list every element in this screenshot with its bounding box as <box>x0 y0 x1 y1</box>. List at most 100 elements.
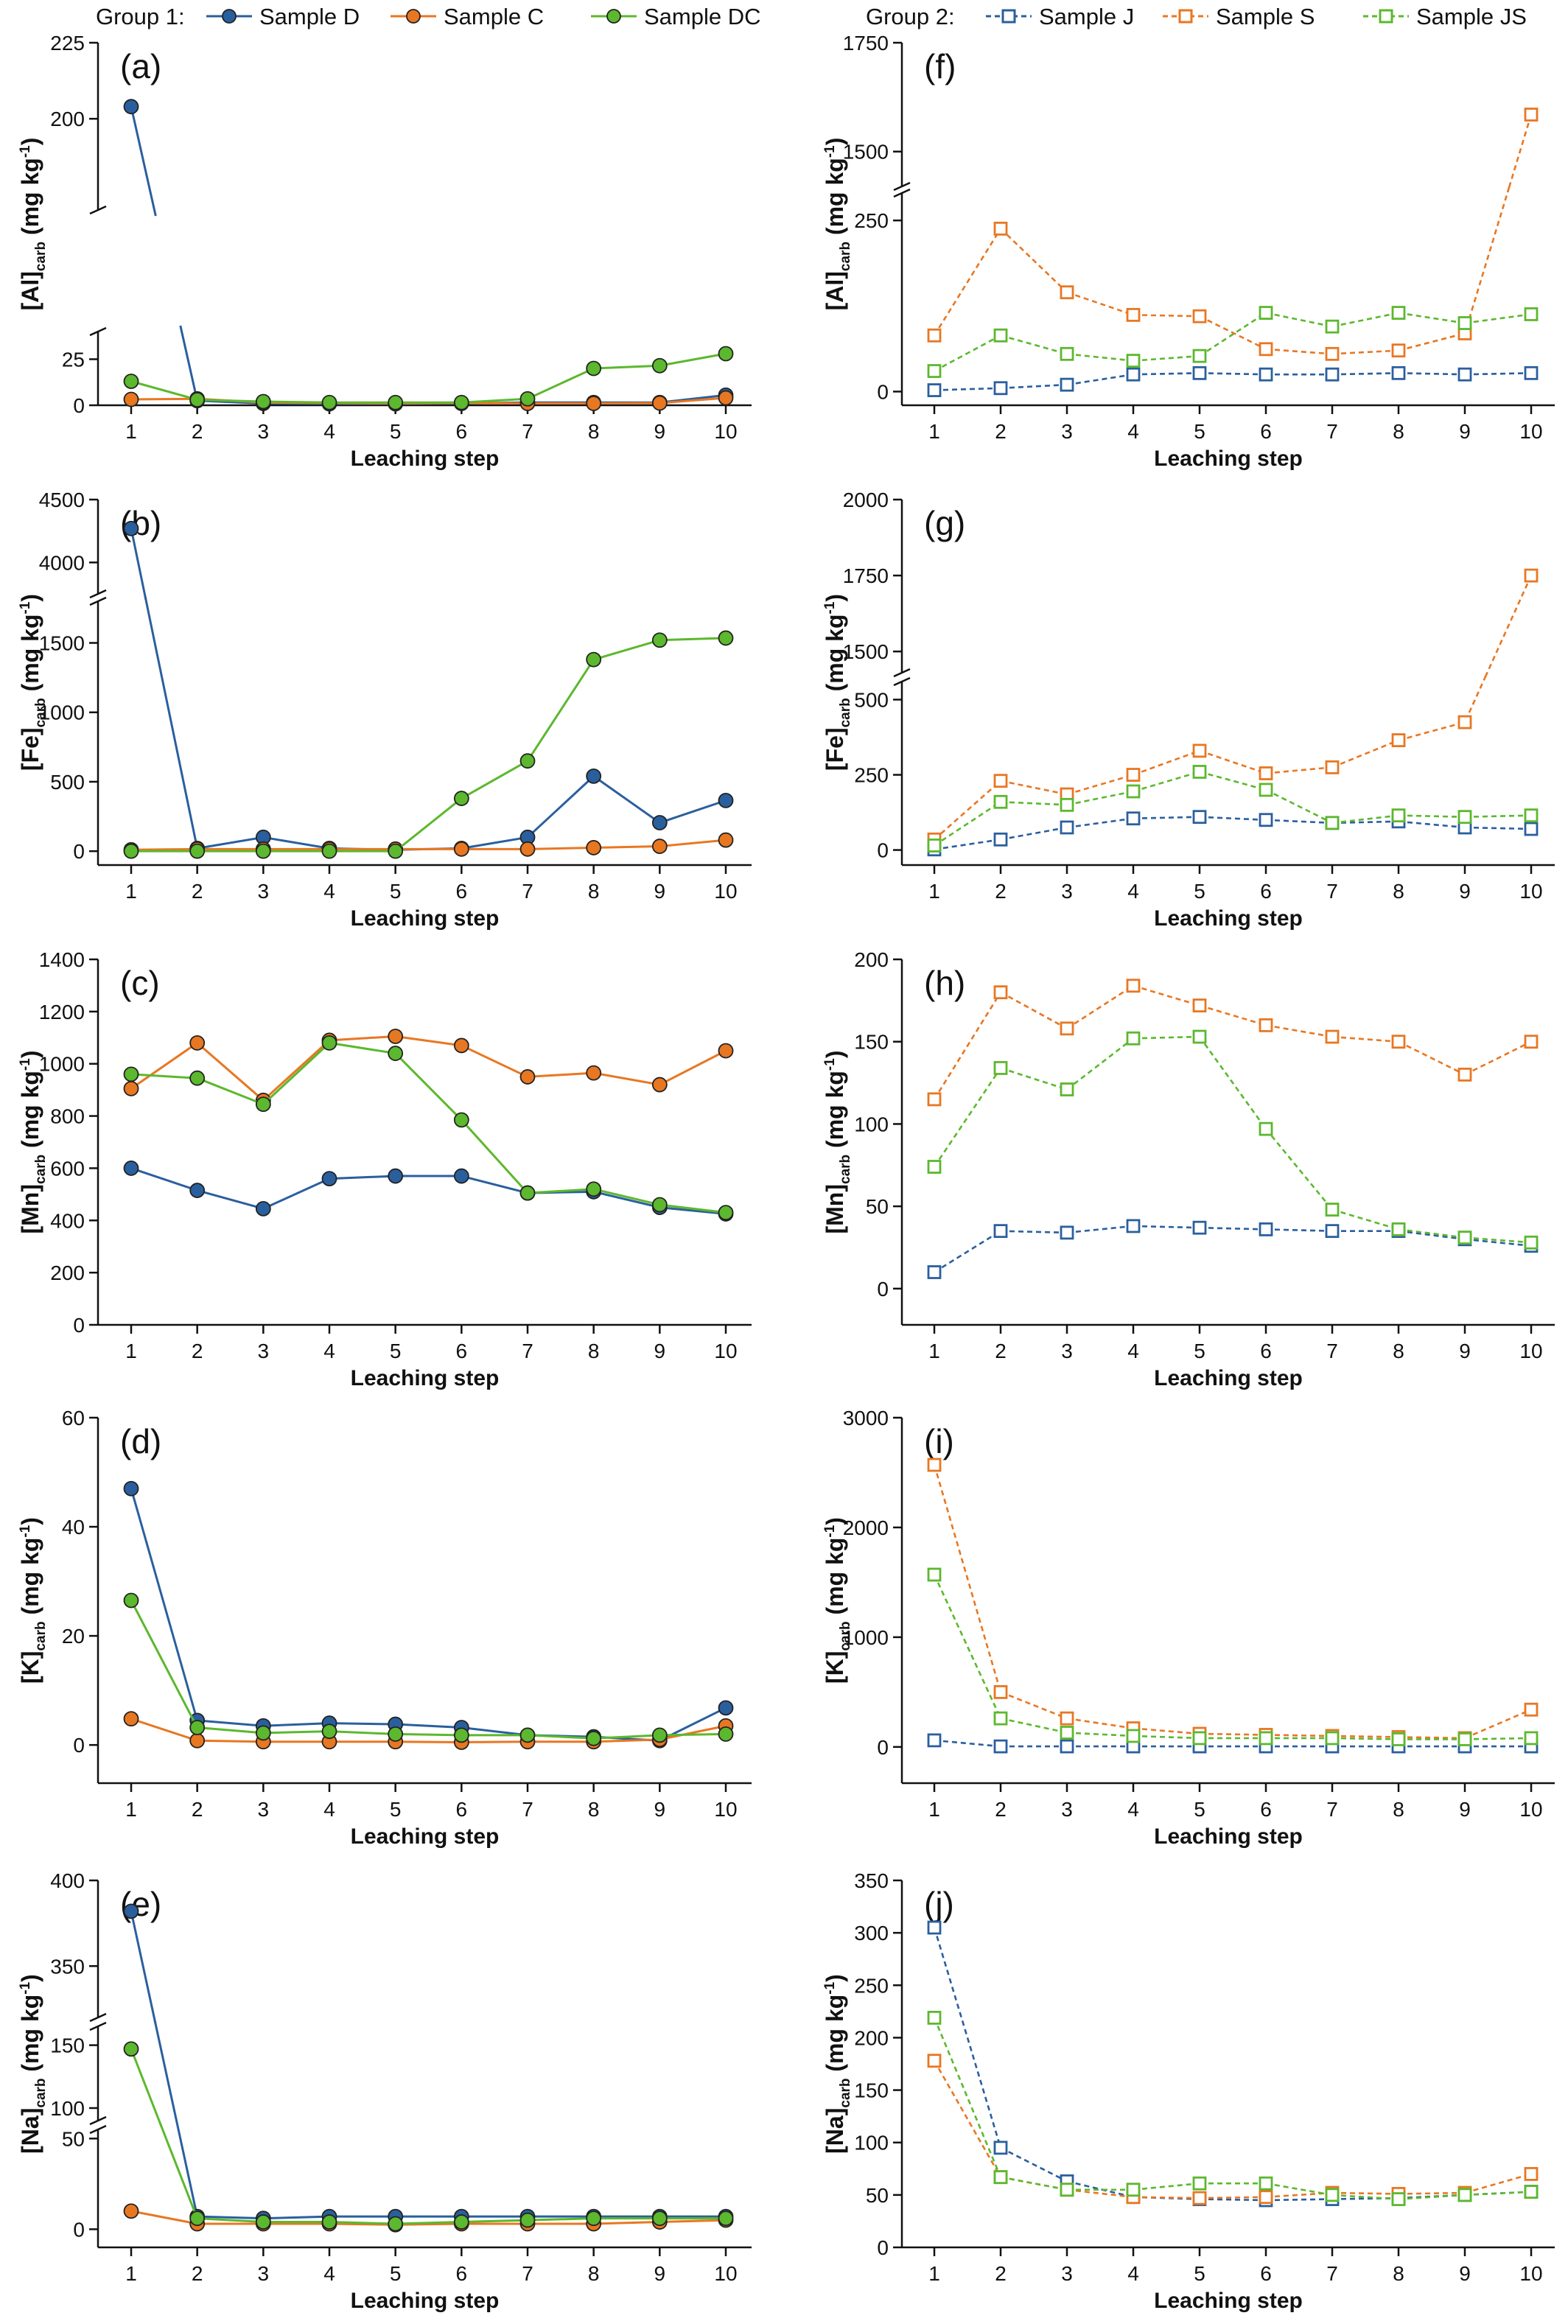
series-line <box>461 1044 528 1078</box>
x-axis-label: Leaching step <box>351 2289 500 2313</box>
series-line <box>1133 372 1200 376</box>
data-point <box>321 2214 337 2230</box>
series-line <box>1199 1732 1267 1736</box>
x-tick-label: 9 <box>654 1340 666 1362</box>
series-line <box>1133 354 1200 362</box>
series-line <box>659 2219 727 2224</box>
data-point <box>927 328 942 343</box>
series-sample-j <box>927 810 1539 857</box>
data-point <box>1192 1220 1207 1235</box>
data-point <box>1524 568 1539 583</box>
x-tick-label: 1 <box>125 1340 137 1362</box>
x-tick-label: 1 <box>125 880 137 903</box>
x-tick-label: 5 <box>1194 420 1205 443</box>
series-line <box>329 1041 396 1055</box>
data-point <box>586 396 602 411</box>
series-line <box>1066 1037 1134 1091</box>
data-point <box>1192 2191 1207 2205</box>
x-tick-label: 10 <box>1519 1340 1542 1362</box>
series-sample-c <box>123 1711 734 1750</box>
series-sample-dc <box>123 346 734 410</box>
data-point <box>453 791 469 806</box>
series-sample-js <box>927 1567 1539 1746</box>
series-line <box>659 799 727 824</box>
x-axis-label: Leaching step <box>1154 2289 1303 2313</box>
x-tick-label: 7 <box>1326 2262 1338 2285</box>
series-line <box>263 1730 330 1735</box>
series-line <box>659 396 727 405</box>
series-line <box>1000 1230 1068 1234</box>
data-point <box>321 1171 337 1186</box>
series-line <box>1331 814 1399 825</box>
data-point <box>993 2141 1008 2155</box>
series-line <box>263 836 330 850</box>
y-tick-label: 1500 <box>843 640 889 663</box>
series-line <box>153 2020 199 2217</box>
data-point <box>586 840 602 855</box>
data-point <box>189 1183 206 1198</box>
series-line <box>130 528 147 601</box>
series-line <box>1000 991 1068 1029</box>
data-point <box>993 1224 1008 1239</box>
x-tick-label: 5 <box>1194 2262 1205 2285</box>
data-point <box>1060 346 1074 361</box>
panel-label: (a) <box>120 47 161 85</box>
y-tick-label: 250 <box>854 209 889 232</box>
y-tick-label: 2000 <box>843 1516 889 1539</box>
series-line <box>527 1071 594 1078</box>
x-tick-label: 3 <box>1061 880 1073 903</box>
data-point <box>586 651 602 668</box>
series-line <box>1066 2180 1134 2198</box>
data-point <box>993 1061 1008 1075</box>
x-tick-label: 8 <box>588 1798 600 1821</box>
series-line <box>262 1039 331 1102</box>
x-tick-label: 3 <box>258 880 270 903</box>
data-point <box>927 383 942 397</box>
group1-legend-item-2: Sample C <box>391 4 544 29</box>
x-tick-label: 7 <box>1326 880 1338 903</box>
panel-g: 0 250 500 1500 1750 2000 1 2 3 4 5 6 7 8 9 10 Leaching s… <box>822 489 1555 931</box>
data-point <box>1524 307 1539 321</box>
legend-label: Sample JS <box>1416 4 1527 29</box>
series-line <box>593 1071 660 1086</box>
series-sample-s <box>927 1457 1539 1746</box>
data-point <box>388 1029 404 1044</box>
series-line <box>1265 2198 1333 2202</box>
series-line <box>1464 2191 1532 2197</box>
series-line <box>179 325 199 402</box>
series-line <box>395 1740 462 1743</box>
series-line <box>527 367 595 400</box>
series-sample-s <box>927 568 1539 847</box>
x-tick-label: 3 <box>1061 1340 1073 1362</box>
series-line <box>593 1188 660 1206</box>
data-point <box>388 1726 404 1742</box>
series-line <box>1000 1067 1068 1091</box>
data-point <box>1457 2188 1472 2202</box>
series-line <box>1398 2191 1466 2195</box>
series-line <box>1265 766 1333 774</box>
data-point <box>123 391 139 407</box>
x-axis-label: Leaching step <box>1154 447 1303 471</box>
y-axis-label: [Na]carb (mg kg-1) <box>822 1974 853 2154</box>
y-axis-label: [Mn]carb (mg kg-1) <box>822 1051 853 1234</box>
series-sample-j <box>927 1920 1539 2208</box>
series-line <box>1265 1024 1333 1038</box>
data-point <box>993 774 1008 788</box>
series-line <box>659 1724 727 1741</box>
x-tick-label: 10 <box>714 2262 737 2285</box>
data-point <box>1126 811 1141 826</box>
series-sample-d <box>123 520 734 858</box>
y-tick-label: 0 <box>73 1314 85 1337</box>
series-line <box>593 1738 660 1743</box>
data-point <box>1325 816 1340 830</box>
series-line <box>197 1739 264 1743</box>
data-point <box>1060 2183 1074 2197</box>
data-point <box>718 390 734 406</box>
series-line <box>130 380 198 401</box>
axis-break-mark <box>89 2021 107 2031</box>
axis-break-mark <box>893 181 911 192</box>
data-point <box>1524 2166 1539 2181</box>
legend-label: Sample C <box>444 4 544 29</box>
group1-legend-item-1: Sample D <box>206 4 360 29</box>
data-point <box>453 1037 469 1054</box>
